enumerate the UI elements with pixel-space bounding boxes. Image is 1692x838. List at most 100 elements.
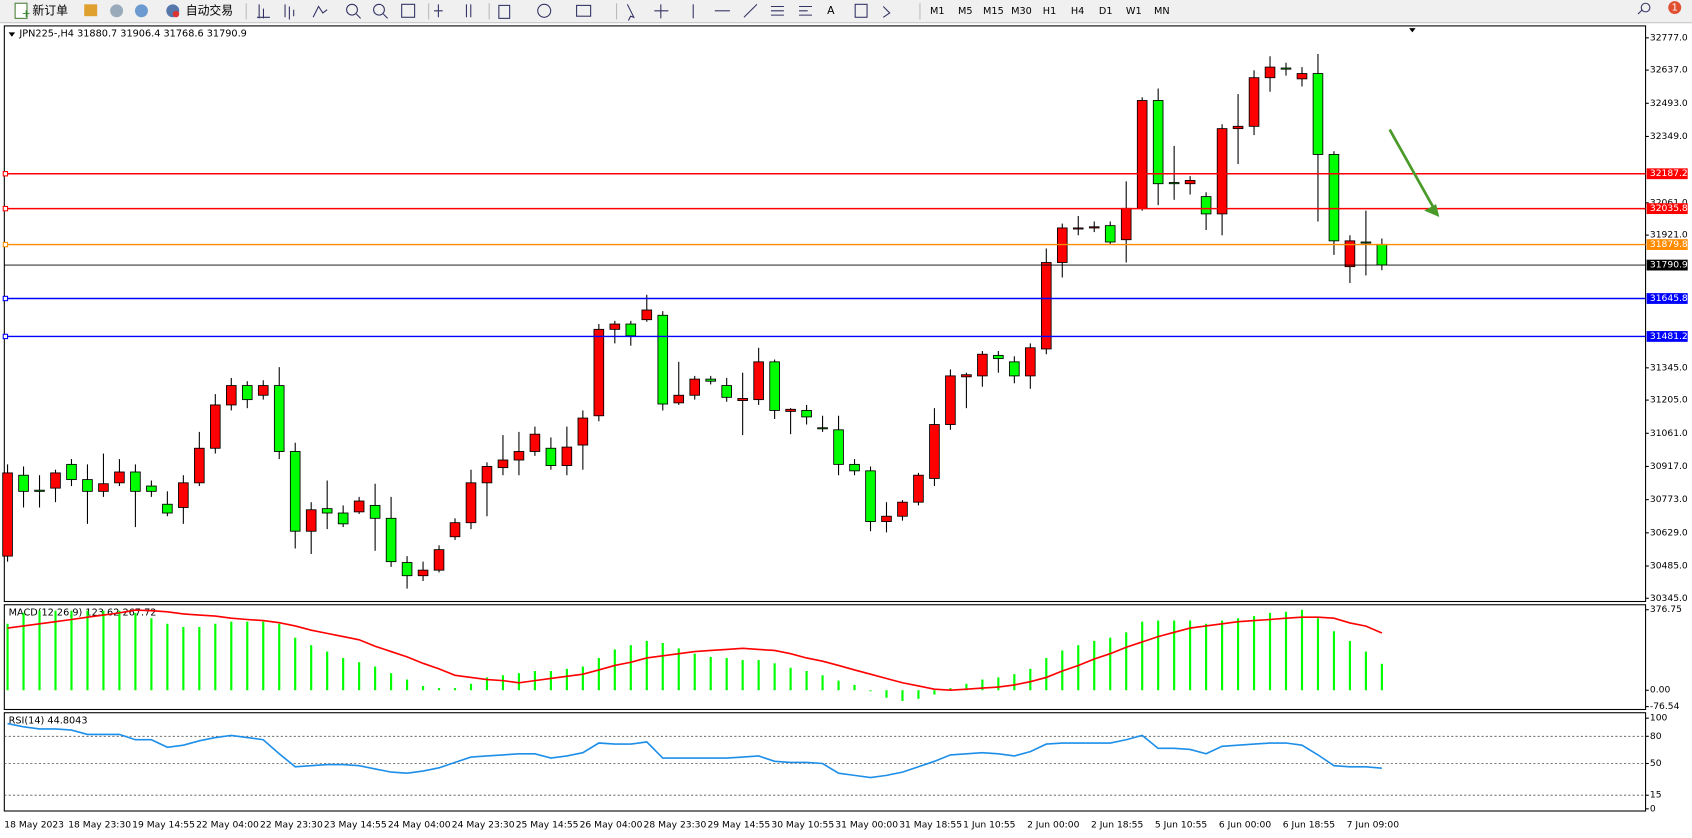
macd-bar	[757, 660, 760, 691]
notification-count: 1	[1672, 3, 1678, 14]
y-tick-label: 0.00	[1650, 685, 1671, 696]
level-label: 32035.8	[1650, 203, 1688, 214]
macd-bar	[310, 645, 313, 691]
candle-body	[241, 385, 253, 401]
chart-header: JPN225-,H4 31880.7 31906.4 31768.6 31790…	[18, 28, 246, 39]
level-handle	[2, 295, 9, 302]
timeframe-button[interactable]: M15	[983, 6, 1004, 17]
macd-bar	[949, 688, 952, 691]
candle-body	[401, 562, 413, 577]
macd-bar	[981, 679, 984, 691]
y-tick-label: 31061.0	[1650, 428, 1688, 439]
candle-body	[1200, 196, 1212, 215]
candle-body	[1216, 128, 1228, 215]
macd-bar	[709, 656, 712, 691]
rsi-panel: RSI(14) 44.8043 100 80 50 15 0	[3, 712, 1668, 814]
x-tick-label: 22 May 23:30	[260, 820, 323, 831]
macd-bar	[1348, 640, 1352, 691]
y-tick-label: 32777.0	[1650, 32, 1688, 43]
y-tick-label: 100	[1650, 713, 1668, 724]
candle-body	[609, 323, 621, 330]
candle-body	[513, 451, 525, 461]
text-tool-icon: A	[827, 4, 835, 17]
candle-body	[561, 446, 573, 466]
macd-bar	[501, 675, 505, 691]
trend-arrow	[1388, 128, 1440, 218]
candle-body	[865, 470, 876, 522]
macd-bar	[581, 666, 584, 691]
timeframe-button[interactable]: M5	[958, 6, 973, 17]
rsi-header: RSI(14) 44.8043	[9, 715, 88, 726]
x-tick-label: 29 May 14:55	[707, 820, 770, 831]
macd-bar	[1141, 621, 1144, 691]
candle-body	[162, 503, 173, 514]
candle-body	[449, 522, 461, 538]
new-order-button[interactable]: + 新订单	[14, 2, 68, 20]
auto-trading-label: 自动交易	[186, 3, 233, 17]
candle-body	[194, 447, 205, 484]
timeframe-button[interactable]: M30	[1011, 6, 1032, 17]
macd-bar	[182, 626, 185, 691]
candle-body	[98, 483, 109, 492]
candle-body	[289, 451, 301, 532]
timeframe-button[interactable]: H1	[1043, 6, 1056, 17]
y-tick-label: 30345.0	[1650, 593, 1688, 604]
candle-body	[961, 374, 972, 378]
shift-marker	[1409, 28, 1416, 33]
candle-body	[785, 408, 796, 412]
candle-body	[929, 424, 940, 479]
icon	[134, 4, 148, 18]
macd-bar	[1109, 637, 1112, 691]
rsi-line	[7, 722, 1382, 779]
candle-body	[305, 509, 317, 532]
timeframe-button[interactable]: MN	[1154, 6, 1170, 17]
macd-bar	[54, 610, 57, 691]
x-tick-label: 6 Jun 18:55	[1283, 820, 1336, 831]
macd-bar	[86, 610, 89, 691]
macd-bar	[837, 680, 840, 691]
candle-body	[130, 471, 141, 492]
notification-badge[interactable]	[1668, 1, 1682, 15]
x-tick-label: 28 May 23:30	[644, 820, 707, 831]
candle-body	[34, 489, 45, 492]
auto-trading-button[interactable]: 自动交易	[166, 3, 233, 17]
macd-bar	[374, 666, 377, 691]
candle-body	[465, 482, 477, 524]
x-tick-label: 2 Jun 18:55	[1091, 820, 1144, 831]
y-tick-label: 50	[1650, 758, 1662, 769]
rsi-plot: 100 80 50 15 0	[4, 713, 1668, 814]
macd-bar	[773, 663, 776, 691]
x-tick-label: 26 May 04:00	[580, 820, 643, 831]
candle-body	[1168, 182, 1180, 185]
candle-body	[433, 549, 445, 571]
macd-bar	[326, 651, 329, 691]
macd-bar	[485, 677, 489, 691]
timeframe-button[interactable]: W1	[1126, 6, 1142, 17]
y-tick-label: 30485.0	[1650, 561, 1688, 572]
y-tick-label: 30629.0	[1650, 527, 1688, 538]
macd-bar	[118, 610, 121, 691]
macd-bar	[661, 643, 664, 691]
candle-body	[50, 472, 61, 489]
timeframe-button[interactable]: H4	[1071, 6, 1084, 17]
candle-body	[945, 375, 956, 425]
x-tick-label: 22 May 04:00	[196, 820, 259, 831]
candle-body	[1136, 100, 1148, 209]
macd-bar	[1189, 620, 1192, 691]
macd-bar	[885, 690, 888, 698]
candle-body	[913, 474, 924, 503]
timeframe-button[interactable]: M1	[930, 6, 945, 17]
price-panel: JPN225-,H4 31880.7 31906.4 31768.6 31790…	[2, 25, 1688, 604]
x-tick-label: 31 May 18:55	[899, 820, 962, 831]
candle-body	[977, 353, 988, 377]
macd-bar	[1157, 620, 1160, 691]
macd-bar	[38, 610, 41, 691]
new-order-label: 新订单	[32, 3, 68, 17]
timeframe-button[interactable]: D1	[1099, 6, 1113, 17]
toolbar-icons	[256, 3, 891, 21]
level-label: 31481.2	[1650, 331, 1688, 342]
candle-body	[721, 385, 732, 398]
candle-body	[625, 323, 637, 337]
macd-bar	[965, 683, 968, 691]
candle-body	[497, 459, 509, 469]
